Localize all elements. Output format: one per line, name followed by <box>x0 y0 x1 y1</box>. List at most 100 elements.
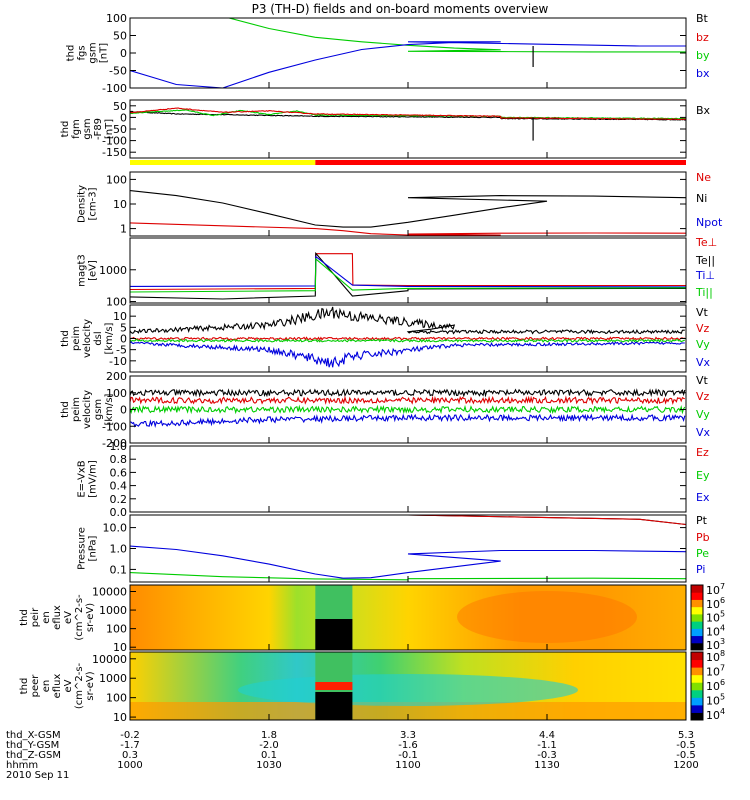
y-tick-label: -100 <box>102 420 127 433</box>
legend-label-by: by <box>696 49 710 62</box>
y-axis-label: [nT] <box>99 43 110 63</box>
legend-label-Vz: Vz <box>696 390 710 403</box>
y-axis-label: thd <box>60 401 71 418</box>
y-tick-label: 200 <box>106 370 127 383</box>
legend-label-Ne: Ne <box>696 171 711 184</box>
y-axis-label: eV <box>63 679 74 692</box>
y-tick-label: 10000 <box>92 653 127 666</box>
y-tick-label: 0 <box>120 404 127 417</box>
y-tick-label: 1 <box>120 223 127 236</box>
time-row-value: -0.1 <box>398 750 418 761</box>
time-row-value: 1130 <box>534 760 559 771</box>
time-row-value: -2.0 <box>259 740 279 751</box>
legend-label-Vy: Vy <box>696 408 710 421</box>
spectrogram-gap-black <box>315 692 353 720</box>
panel-frame <box>129 445 687 513</box>
series-line-By <box>130 109 686 120</box>
y-tick-label: 0.4 <box>110 480 128 493</box>
series-line-Vz <box>130 336 686 341</box>
colorbar-tick-label: 106 <box>706 596 725 611</box>
spectrogram-core <box>457 591 637 643</box>
colorbar-segment <box>691 628 703 637</box>
colorbar-tick-label: 107 <box>706 664 725 679</box>
legend-label-Npot: Npot <box>696 216 723 229</box>
y-tick-label: 5 <box>120 321 127 334</box>
colorbar-frame <box>690 584 704 651</box>
legend-label-Te||: Te|| <box>695 254 715 267</box>
y-axis-label: (cm^2-s- <box>74 662 85 709</box>
y-tick-label: -200 <box>102 437 127 450</box>
legend-label-Vt: Vt <box>696 374 709 387</box>
legend-label-bz: bz <box>696 31 709 44</box>
series-line-by <box>226 18 686 53</box>
mode-bar-segment <box>130 160 316 165</box>
legend-label-Vx: Vx <box>696 356 711 369</box>
y-axis-label: peir <box>30 607 41 627</box>
colorbar-tick-label: 104 <box>706 707 725 722</box>
legend-label-Pi: Pi <box>696 563 705 576</box>
legend-label-Pb: Pb <box>696 531 710 544</box>
legend-label-Pe: Pe <box>696 547 709 560</box>
time-row-value: 1030 <box>256 760 281 771</box>
panel-frame <box>129 99 687 159</box>
y-axis-label: gsm <box>88 42 99 63</box>
y-tick-label: -100 <box>102 135 127 148</box>
y-axis-label: [nT] <box>104 119 115 139</box>
y-tick-label: 1000 <box>99 604 127 617</box>
colorbar-tick-label: 104 <box>706 623 725 638</box>
colorbar-segment <box>691 704 703 713</box>
series-line-Ne <box>130 222 686 236</box>
series-line-Bx <box>130 110 686 121</box>
time-row-value: 0.3 <box>122 750 138 761</box>
y-axis-label: sr-eV) <box>85 603 96 632</box>
time-row-value: 1100 <box>395 760 420 771</box>
time-row-value: -0.2 <box>120 730 140 741</box>
y-tick-label: 1.0 <box>110 440 128 453</box>
y-axis-label: eV <box>63 611 74 624</box>
y-axis-label: velocity <box>82 319 93 358</box>
y-tick-label: 10.0 <box>103 522 128 535</box>
time-row-value: 5.3 <box>678 730 694 741</box>
time-axis-labels: thd_X-GSM -0.2 1.8 3.3 4.4 5.3 thd_Y-GSM -1.7 -2… <box>6 730 699 781</box>
legend-label-Ti⊥: Ti⊥ <box>695 269 715 282</box>
panel-frame <box>129 17 687 89</box>
y-axis-label: thd <box>66 45 77 62</box>
y-axis-label: fgs <box>77 45 88 60</box>
legend-label-Ni: Ni <box>696 192 707 205</box>
series-group <box>130 306 686 368</box>
y-tick-label: 0.0 <box>110 506 128 519</box>
legend-label-Ey: Ey <box>696 469 710 482</box>
y-tick-label: -5 <box>116 344 127 357</box>
colorbar-segment <box>691 689 703 698</box>
legend-label-Vz: Vz <box>696 322 710 335</box>
time-row-value: -0.5 <box>676 740 696 751</box>
y-axis-label: [mV/m] <box>88 460 99 498</box>
legend-label-bx: bx <box>696 67 710 80</box>
series-line-Vt <box>130 306 685 335</box>
y-tick-label: 100 <box>106 387 127 400</box>
y-tick-label: 1.0 <box>110 543 128 556</box>
colorbar-segment <box>691 674 703 683</box>
panel-temperature: 1000 100 magt3 [eV] Te⊥ Te|| Ti⊥ Ti|| <box>77 236 718 309</box>
colorbar-segment <box>691 606 703 615</box>
time-row-value: 3.3 <box>400 730 416 741</box>
series-line-Ti|| <box>130 257 686 293</box>
colorbar-tick-label: 105 <box>706 610 725 625</box>
y-tick-label: 1000 <box>99 264 127 277</box>
y-axis-label: eflux <box>52 674 63 699</box>
y-axis-label: dsl <box>93 331 104 345</box>
time-row-value: -1.6 <box>398 740 418 751</box>
y-tick-label: 0.6 <box>110 466 128 479</box>
date-label: 2010 Sep 11 <box>6 770 69 781</box>
y-axis-label: thd <box>60 121 71 138</box>
colorbar-tick-label: 108 <box>706 649 725 664</box>
y-tick-label: 10000 <box>92 586 127 599</box>
y-tick-label: 100 <box>106 296 127 309</box>
series-line-Vy <box>130 404 686 415</box>
colorbar-segment <box>691 682 703 691</box>
colorbar-segment <box>691 613 703 622</box>
y-axis-label: [km/s] <box>104 393 115 425</box>
series-line-Vx <box>130 413 686 429</box>
